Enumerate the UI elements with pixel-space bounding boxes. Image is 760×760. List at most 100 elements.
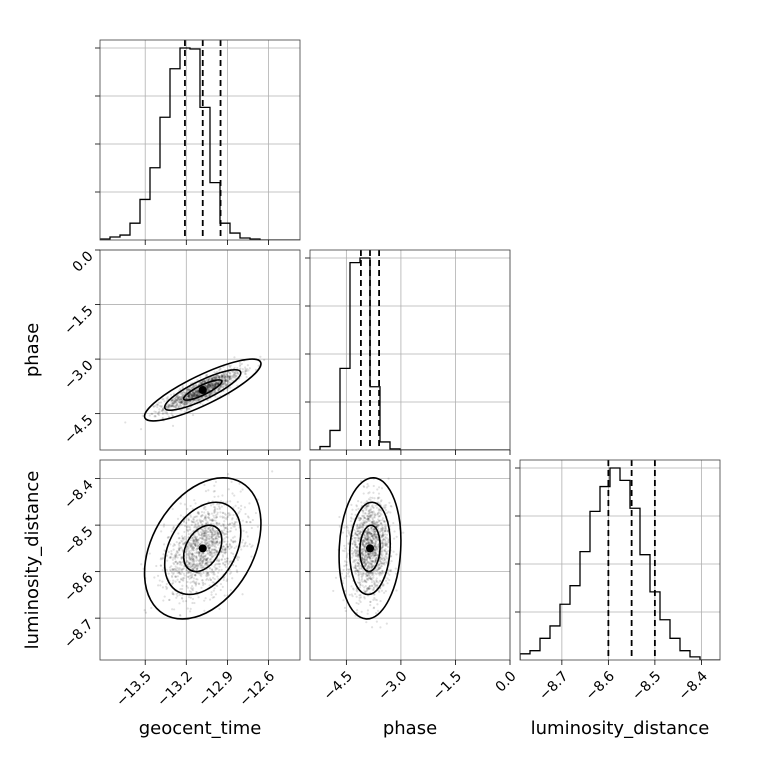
sample-point xyxy=(206,385,209,388)
sample-point xyxy=(369,556,372,560)
sample-point xyxy=(195,390,198,393)
sample-point xyxy=(213,587,216,590)
sample-point xyxy=(368,555,371,559)
sample-point xyxy=(181,560,184,564)
sample-point xyxy=(369,572,372,575)
sample-point xyxy=(360,576,363,579)
sample-point xyxy=(189,392,192,395)
sample-point xyxy=(191,563,195,566)
sample-point xyxy=(344,609,347,613)
sample-point xyxy=(174,575,177,578)
sample-point xyxy=(172,593,175,596)
sample-point xyxy=(165,569,169,572)
sample-point xyxy=(201,564,204,567)
sample-point xyxy=(371,559,374,562)
sample-point xyxy=(179,392,182,396)
sample-point xyxy=(221,375,224,378)
sample-point xyxy=(357,532,360,536)
sample-point xyxy=(207,382,210,386)
sample-point xyxy=(177,406,180,409)
sample-point xyxy=(225,377,228,381)
sample-point xyxy=(212,589,215,592)
sample-point xyxy=(361,544,365,547)
sample-point xyxy=(194,394,197,397)
sample-point xyxy=(187,529,190,532)
sample-point xyxy=(190,392,193,395)
sample-point xyxy=(211,377,214,380)
sample-point xyxy=(191,393,195,396)
sample-point xyxy=(347,571,350,574)
sample-point xyxy=(189,545,192,548)
sample-point xyxy=(382,520,385,523)
sample-point xyxy=(182,520,186,523)
sample-point xyxy=(201,397,204,400)
sample-point xyxy=(195,389,199,392)
sample-point xyxy=(229,500,232,503)
sample-point xyxy=(372,587,375,590)
sample-point xyxy=(209,540,212,543)
sample-point xyxy=(383,527,386,530)
sample-point xyxy=(369,534,373,538)
sample-point xyxy=(359,530,362,533)
sample-point xyxy=(371,541,374,544)
sample-point xyxy=(234,504,237,507)
sample-point xyxy=(370,626,374,629)
sample-point xyxy=(177,395,180,398)
sample-point xyxy=(198,519,202,523)
sample-point xyxy=(374,557,377,560)
sample-point xyxy=(193,542,196,545)
sample-point xyxy=(182,520,186,523)
sample-point xyxy=(210,531,213,534)
sample-point xyxy=(223,532,226,536)
sample-point xyxy=(223,529,226,532)
sample-point xyxy=(358,594,361,597)
sample-point xyxy=(177,532,180,535)
sample-point xyxy=(364,534,367,537)
sample-point xyxy=(375,580,379,583)
sample-point xyxy=(200,534,203,537)
sample-point xyxy=(143,609,146,612)
sample-point xyxy=(207,385,210,388)
sample-point xyxy=(206,374,209,377)
sample-point xyxy=(371,571,374,575)
sample-point xyxy=(186,563,189,566)
sample-point xyxy=(215,382,219,385)
sample-point xyxy=(370,528,373,531)
sample-point xyxy=(372,491,375,494)
sample-point xyxy=(349,520,353,523)
sample-point xyxy=(366,504,369,508)
sample-point xyxy=(370,532,373,535)
sample-point xyxy=(371,535,374,538)
sample-point xyxy=(169,569,173,572)
sample-point xyxy=(364,538,367,541)
sample-point xyxy=(386,530,389,533)
sample-point xyxy=(174,405,177,408)
sample-point xyxy=(355,554,358,557)
sample-point xyxy=(213,383,216,386)
sample-point xyxy=(173,400,177,404)
sample-point xyxy=(371,543,375,546)
sample-point xyxy=(226,500,229,503)
sample-point xyxy=(179,588,182,591)
sample-point xyxy=(201,519,204,523)
sample-point xyxy=(361,523,364,526)
sample-point xyxy=(209,551,213,554)
sample-point xyxy=(221,531,224,534)
sample-point xyxy=(357,558,360,562)
sample-point xyxy=(191,555,194,558)
sample-point xyxy=(198,571,201,574)
sample-point xyxy=(220,385,223,389)
sample-point xyxy=(207,571,210,574)
sample-point xyxy=(225,560,228,563)
sample-point xyxy=(176,400,180,403)
sample-point xyxy=(219,384,223,388)
sample-point xyxy=(368,536,372,539)
y-tick-label: −1.5 xyxy=(61,303,96,338)
sample-point xyxy=(380,589,384,592)
sample-point xyxy=(214,480,218,484)
sample-point xyxy=(188,396,191,400)
sample-point xyxy=(207,535,210,538)
cell-phase-hist xyxy=(305,249,511,455)
sample-point xyxy=(346,568,349,571)
sample-point xyxy=(377,567,381,570)
